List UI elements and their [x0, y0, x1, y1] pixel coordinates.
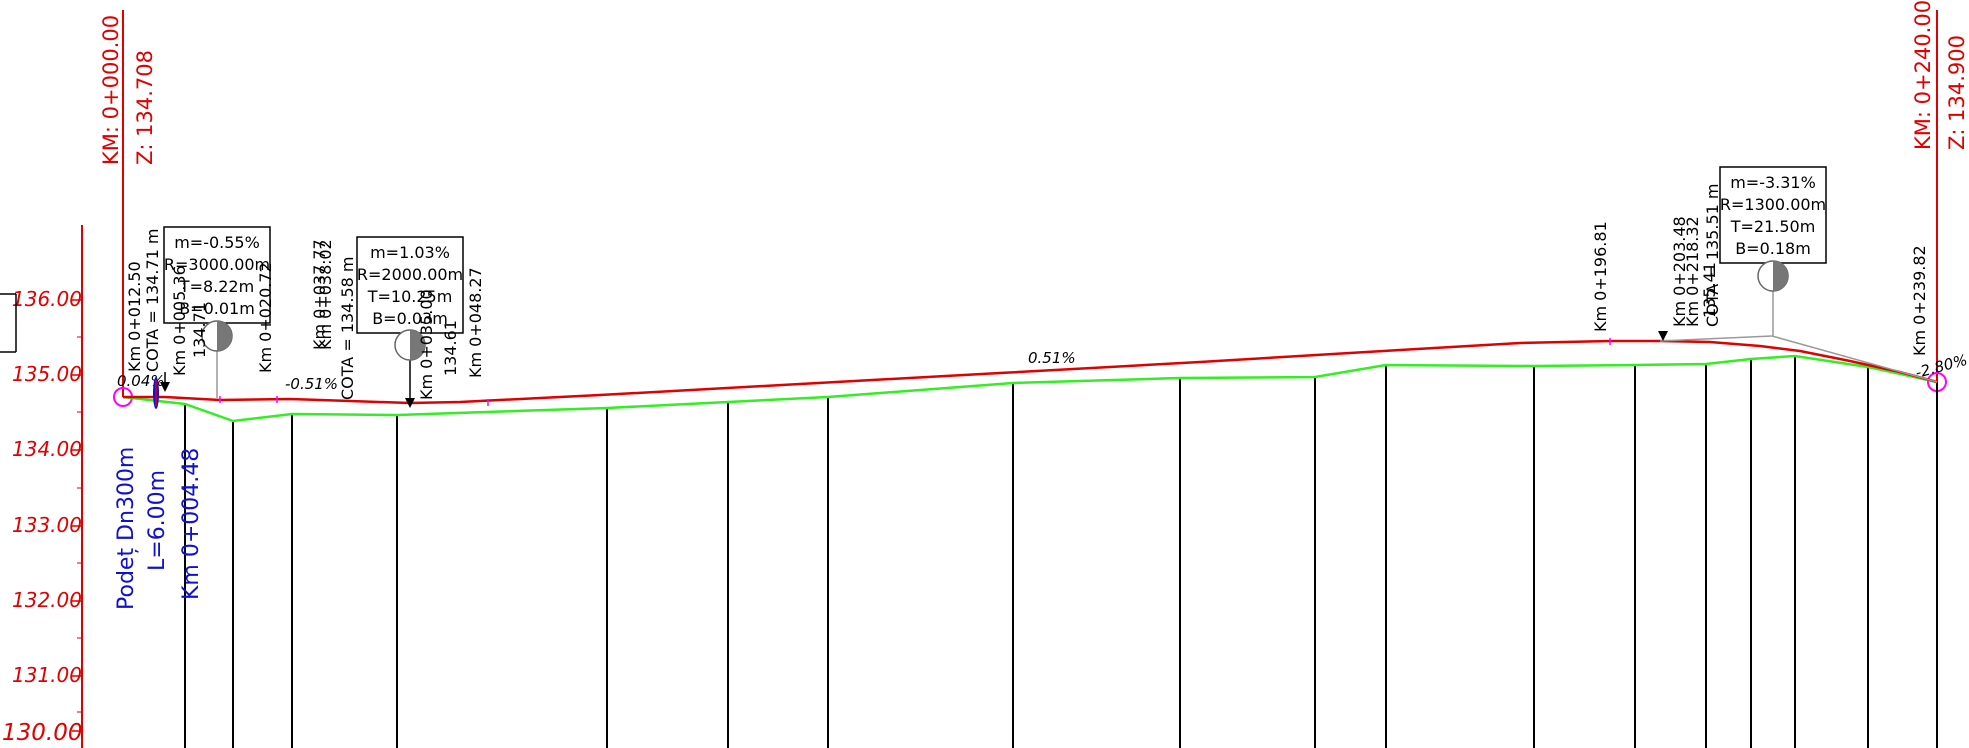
station-label: Km 0+218.32 — [1683, 216, 1702, 327]
slope-label: 0.04% — [117, 372, 165, 390]
culvert-km: Km 0+004.48 — [179, 448, 204, 600]
design-grade-line — [123, 339, 1938, 405]
svg-text:T=10.25m: T=10.25m — [367, 287, 453, 306]
svg-text:B=0.18m: B=0.18m — [1735, 239, 1811, 258]
station-label: Km 0+239.82 — [1910, 245, 1929, 356]
svg-text:R=3000.00m: R=3000.00m — [164, 255, 270, 274]
station-label: 135.41 — [1700, 262, 1719, 318]
elevation-label: 132.00 — [12, 588, 82, 612]
curve-3-tangents — [1659, 335, 1938, 383]
svg-text:m=1.03%: m=1.03% — [370, 243, 450, 262]
svg-text:T=8.22m: T=8.22m — [179, 277, 254, 296]
svg-text:B=0.03m: B=0.03m — [372, 309, 448, 328]
station-lines — [184, 356, 1938, 748]
svg-text:T=21.50m: T=21.50m — [1730, 217, 1816, 236]
slope-label: -0.51% — [285, 375, 338, 393]
station-ticks — [219, 338, 1611, 406]
svg-text:R=2000.00m: R=2000.00m — [357, 265, 463, 284]
station-label: COTA = 134.58 m — [338, 257, 357, 400]
end-marker: KM: 0+240.00 Z: 134.900 — [1911, 0, 1969, 392]
vertical-curve-box: m=-3.31% R=1300.00m T=21.50m B=0.18m — [1719, 166, 1827, 336]
station-label: Km 0+203.48 — [1670, 216, 1689, 327]
vertical-curve-box: m=1.03% R=2000.00m T=10.25m B=0.03m — [356, 236, 464, 408]
station-label: Km 0+005.36 — [170, 265, 189, 376]
station-label: 134.61 — [441, 320, 460, 376]
slope-label: 0.51% — [1028, 349, 1076, 367]
station-label: Km 0+035.00 — [417, 289, 436, 400]
culvert: Podeț Dn300m L=6.00m Km 0+004.48 — [114, 377, 204, 610]
start-z-label: Z: 134.708 — [133, 50, 157, 165]
end-z-label: Z: 134.900 — [1945, 35, 1969, 150]
station-label: COTA = 134.71 m — [143, 229, 162, 372]
station-label: 134.71 — [190, 302, 209, 358]
elevation-label: 131.00 — [12, 663, 82, 687]
terrain-line — [122, 354, 1938, 423]
station-label: COTA = 135.51 m — [1703, 184, 1722, 327]
elevation-label: 134.00 — [12, 437, 82, 461]
station-label: Km 0+012.50 — [125, 261, 144, 372]
elevation-label: 133.00 — [12, 513, 82, 537]
station-label: Km 0+048.27 — [466, 267, 485, 378]
station-label: Km 0+038.02 — [316, 239, 335, 350]
svg-text:B=0.01m: B=0.01m — [179, 299, 255, 318]
station-label: Km 0+037.77 — [310, 239, 329, 350]
svg-text:m=-0.55%: m=-0.55% — [174, 233, 260, 252]
svg-text:R=1300.00m: R=1300.00m — [1720, 195, 1826, 214]
culvert-length: L=6.00m — [145, 470, 170, 571]
culvert-name: Podeț Dn300m — [114, 447, 139, 610]
start-km-label: KM: 0+000.00 — [99, 15, 123, 165]
vertical-curve-box: m=-0.55% R=3000.00m T=8.22m B=0.01m — [163, 226, 271, 398]
elevation-label: 136.00 — [12, 287, 82, 311]
svg-text:m=-3.31%: m=-3.31% — [1730, 173, 1816, 192]
elevation-axis: 136.00 135.00 134.00 133.00 132.00 131.0… — [0, 225, 83, 748]
elevation-label: 130.00 — [2, 720, 82, 746]
station-label: Km 0+196.81 — [1591, 221, 1610, 332]
station-label: Km 0+020.72 — [256, 262, 275, 373]
station-annotations: Km 0+012.50 COTA = 134.71 m Km 0+005.36 … — [125, 184, 1929, 400]
elevation-label: 135.00 — [12, 362, 82, 386]
end-km-label: KM: 0+240.00 — [1911, 0, 1935, 150]
